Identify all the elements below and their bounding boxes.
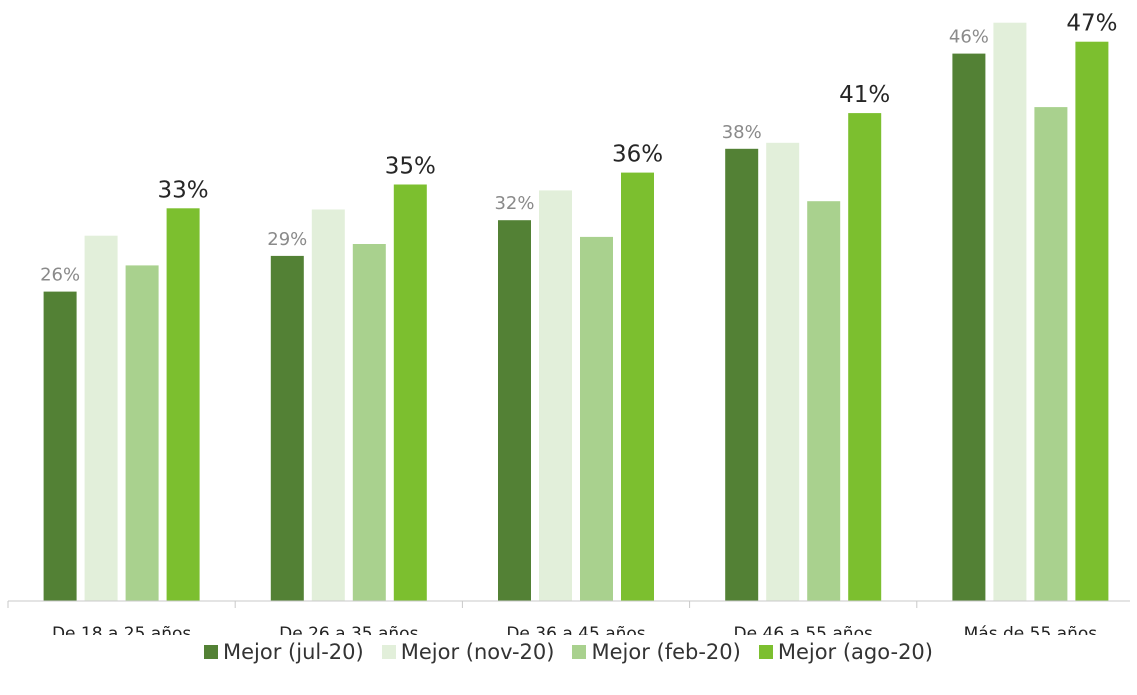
- value-label-0-2: 32%: [494, 193, 534, 214]
- x-axis-ticks: [7, 601, 918, 608]
- legend-label-0: Mejor (jul-20): [223, 640, 364, 664]
- value-label-3-4: 47%: [1066, 11, 1117, 37]
- bar-2-3: [807, 201, 841, 601]
- value-label-0-1: 29%: [267, 229, 307, 250]
- bar-1-2: [539, 190, 572, 601]
- bar-0-4: [952, 53, 986, 602]
- legend-swatch-2: [572, 645, 587, 659]
- legend-label-3: Mejor (ago-20): [777, 640, 933, 664]
- legend-item-3: Mejor (ago-20): [758, 640, 933, 664]
- value-label-0-0: 26%: [40, 265, 80, 286]
- legend-item-1: Mejor (nov-20): [381, 640, 555, 664]
- category-label-2: De 36 a 45 años: [506, 624, 645, 635]
- value-label-0-4: 46%: [949, 27, 989, 48]
- bar-0-1: [270, 255, 304, 601]
- bar-2-4: [1034, 107, 1068, 601]
- value-label-3-2: 36%: [612, 142, 663, 168]
- bar-1-0: [84, 235, 118, 601]
- bar-chart: 26% 33% 29% 35% 32% 36% 38% 41% 46% 47% De 18 a 2…: [7, 11, 1130, 635]
- bar-1-3: [766, 142, 800, 602]
- legend-item-2: Mejor (feb-20): [572, 640, 741, 664]
- bar-1-1: [311, 209, 345, 601]
- value-labels-layer: 26% 33% 29% 35% 32% 36% 38% 41% 46% 47%: [40, 11, 1117, 286]
- category-label-4: Más de 55 años: [964, 624, 1098, 635]
- legend: Mejor (jul-20) Mejor (nov-20) Mejor (feb-2…: [0, 640, 1137, 664]
- category-labels: De 18 a 25 años De 26 a 35 años De 36 a 45…: [52, 624, 1097, 635]
- value-label-3-3: 41%: [839, 82, 890, 108]
- legend-swatch-3: [758, 645, 773, 659]
- legend-label-2: Mejor (feb-20): [591, 640, 741, 664]
- bar-2-1: [352, 244, 386, 601]
- bar-3-3: [848, 113, 882, 601]
- category-label-3: De 46 a 55 años: [734, 624, 873, 635]
- legend-swatch-1: [381, 645, 396, 659]
- value-label-3-1: 35%: [385, 154, 436, 180]
- bar-3-1: [393, 184, 427, 601]
- bar-3-4: [1075, 41, 1109, 601]
- bar-0-3: [725, 148, 759, 602]
- bar-0-2: [498, 220, 531, 601]
- legend-label-1: Mejor (nov-20): [400, 640, 555, 664]
- category-label-0: De 18 a 25 años: [52, 624, 191, 635]
- value-label-0-3: 38%: [722, 122, 762, 143]
- legend-swatch-0: [204, 645, 219, 659]
- legend-item-0: Mejor (jul-20): [204, 640, 364, 664]
- bar-2-2: [580, 236, 613, 601]
- value-label-3-0: 33%: [158, 177, 209, 203]
- bar-0-0: [43, 291, 77, 601]
- bar-3-0: [166, 208, 200, 602]
- bar-1-4: [993, 22, 1027, 601]
- bar-3-2: [621, 172, 654, 601]
- bars-layer: [43, 22, 1109, 602]
- category-label-1: De 26 a 35 años: [279, 624, 418, 635]
- bar-2-0: [125, 265, 159, 601]
